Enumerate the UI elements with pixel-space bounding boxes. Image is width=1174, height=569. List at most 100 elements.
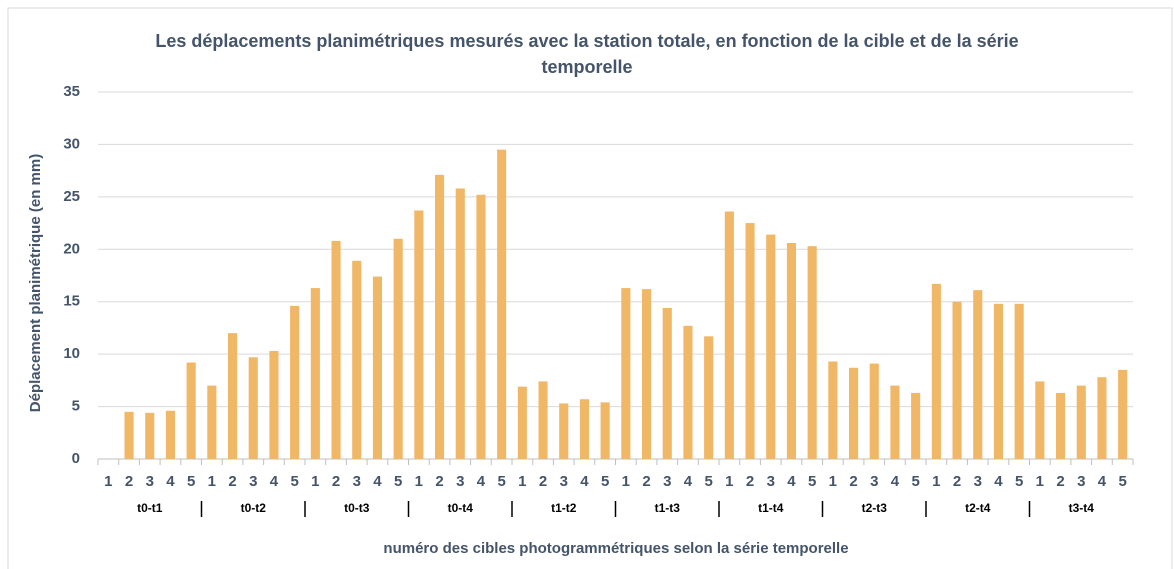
y-tick-label: 0 — [72, 450, 80, 467]
bar — [414, 210, 424, 459]
bar — [538, 381, 548, 459]
x-tick-label: 2 — [435, 473, 443, 490]
group-label: t0-t3 — [344, 501, 370, 515]
bar — [248, 357, 258, 459]
x-tick-label: 4 — [684, 473, 693, 490]
bar — [393, 238, 403, 459]
x-tick-label: 3 — [249, 473, 257, 490]
bar — [476, 194, 486, 459]
bar — [641, 289, 652, 459]
y-tick-label: 20 — [63, 240, 80, 257]
x-tick-label: 5 — [911, 473, 919, 490]
bar — [766, 234, 776, 459]
bar — [165, 410, 176, 459]
bar — [124, 411, 134, 459]
x-tick-label: 1 — [311, 473, 319, 490]
bar — [145, 412, 155, 459]
bar — [786, 242, 797, 459]
x-tick-label: 4 — [994, 473, 1003, 490]
group-label: t2-t4 — [965, 501, 991, 515]
x-tick-label: 4 — [787, 473, 796, 490]
bar — [331, 240, 341, 459]
x-tick-label: 5 — [1015, 473, 1023, 490]
bar — [1014, 303, 1024, 459]
bar — [931, 283, 941, 459]
group-label: t1-t3 — [655, 501, 681, 515]
x-tick-label: 1 — [622, 473, 630, 490]
bar — [993, 303, 1004, 459]
x-tick-label: 2 — [849, 473, 857, 490]
bar — [848, 367, 859, 459]
y-tick-label: 5 — [72, 398, 80, 415]
y-tick-label: 10 — [63, 345, 80, 362]
x-tick-label: 1 — [1036, 473, 1044, 490]
y-tick-label: 15 — [63, 293, 80, 310]
group-label: t0-t4 — [448, 501, 474, 515]
bar — [683, 325, 693, 459]
bar — [1035, 381, 1045, 459]
x-tick-label: 1 — [518, 473, 526, 490]
bar — [559, 403, 569, 459]
group-label: t0-t1 — [137, 501, 163, 515]
bar — [455, 188, 465, 459]
bar — [1118, 369, 1128, 459]
x-tick-label: 4 — [373, 473, 382, 490]
x-tick-label: 3 — [1077, 473, 1085, 490]
x-tick-label: 4 — [166, 473, 175, 490]
x-tick-label: 3 — [456, 473, 464, 490]
bar — [973, 290, 983, 459]
x-tick-label: 3 — [767, 473, 775, 490]
y-tick-label: 30 — [63, 135, 80, 152]
bar — [952, 301, 962, 459]
x-tick-label: 2 — [642, 473, 650, 490]
bar — [352, 260, 362, 459]
x-tick-label: 1 — [208, 473, 216, 490]
bar — [600, 402, 610, 459]
bar — [186, 362, 196, 459]
y-axis-label: Déplacement planimétrique (en mm) — [27, 154, 44, 412]
x-tick-label: 4 — [477, 473, 486, 490]
x-tick-label: 2 — [746, 473, 754, 490]
group-label: t2-t3 — [862, 501, 888, 515]
x-tick-label: 5 — [187, 473, 195, 490]
bar — [745, 223, 755, 459]
bar — [911, 392, 921, 459]
y-tick-label: 35 — [63, 83, 80, 100]
bar — [1076, 385, 1086, 459]
x-tick-label: 3 — [560, 473, 568, 490]
bar — [869, 363, 879, 459]
bar — [1097, 377, 1107, 459]
bar — [890, 385, 900, 459]
x-tick-label: 2 — [228, 473, 236, 490]
x-tick-label: 1 — [829, 473, 837, 490]
x-tick-label: 5 — [290, 473, 298, 490]
bar — [662, 308, 672, 459]
bar — [227, 333, 238, 459]
x-tick-label: 3 — [663, 473, 671, 490]
x-axis-label: numéro des cibles photogrammétriques sel… — [383, 540, 848, 557]
y-tick-label: 25 — [63, 188, 80, 205]
x-tick-label: 3 — [146, 473, 154, 490]
x-tick-label: 5 — [601, 473, 609, 490]
bar — [1055, 392, 1066, 459]
group-label: t3-t4 — [1069, 501, 1095, 515]
x-tick-label: 4 — [891, 473, 900, 490]
x-tick-label: 2 — [539, 473, 547, 490]
bar — [434, 174, 445, 459]
x-tick-label: 4 — [580, 473, 589, 490]
bar — [290, 305, 300, 459]
x-tick-label: 1 — [415, 473, 423, 490]
x-tick-label: 2 — [125, 473, 133, 490]
x-tick-label: 3 — [870, 473, 878, 490]
bar — [621, 288, 631, 459]
bar — [704, 336, 714, 459]
bar — [497, 149, 507, 459]
bar — [269, 350, 279, 459]
bar — [724, 211, 734, 459]
x-tick-label: 4 — [270, 473, 279, 490]
x-tick-label: 5 — [704, 473, 712, 490]
x-tick-label: 5 — [1118, 473, 1126, 490]
x-tick-label: 1 — [932, 473, 940, 490]
